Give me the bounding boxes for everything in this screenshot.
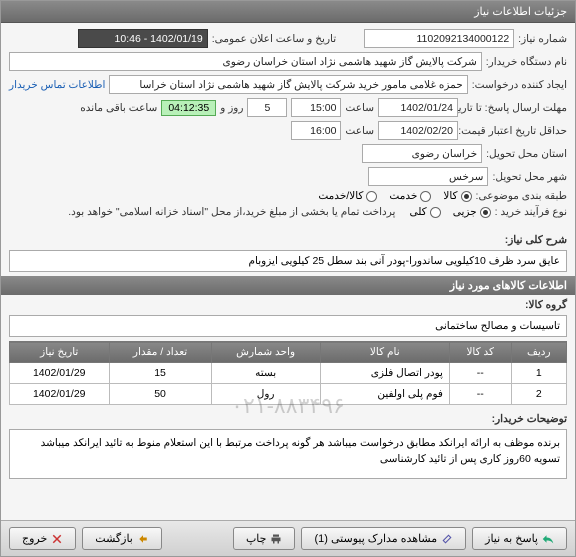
table-row[interactable]: 2 -- فوم پلی اولفین رول 50 1402/01/29 — [10, 384, 567, 405]
back-button[interactable]: بازگشت — [82, 527, 162, 550]
radio-full-label: کلی — [409, 206, 426, 218]
deadline-time-field: 15:00 — [291, 98, 341, 117]
cell: 1402/01/29 — [10, 363, 110, 384]
radio-goods-label: کالا — [443, 190, 457, 202]
cell: فوم پلی اولفین — [320, 384, 449, 405]
col-row-no: ردیف — [511, 342, 566, 363]
col-unit: واحد شمارش — [211, 342, 320, 363]
cell: 1402/01/29 — [10, 384, 110, 405]
remaining-label: ساعت باقی مانده — [80, 102, 157, 114]
radio-service[interactable]: خدمت — [389, 190, 431, 202]
radio-goods-service-label: کالا/خدمت — [318, 190, 363, 202]
process-label: نوع فرآیند خرید : — [495, 206, 567, 218]
cell: رول — [211, 384, 320, 405]
cell: 2 — [511, 384, 566, 405]
validity-label: حداقل تاریخ اعتبار قیمت: تا تاریخ: — [462, 125, 567, 137]
category-radio-group: کالا خدمت کالا/خدمت — [318, 190, 471, 202]
validity-time-field: 16:00 — [291, 121, 341, 140]
back-label: بازگشت — [95, 532, 133, 545]
main-window: جزئیات اطلاعات نیاز شماره نیاز: 11020921… — [0, 0, 576, 557]
process-radio-group: جزیی کلی — [409, 206, 490, 218]
exit-icon — [51, 533, 63, 545]
summary-box: عایق سرد ظرف 10کیلویی ساندورا-پودر آنی ب… — [9, 250, 567, 272]
radio-dot-icon — [366, 191, 377, 202]
time-label-2: ساعت — [345, 125, 374, 137]
col-item-code: کد کالا — [449, 342, 511, 363]
print-button[interactable]: چاپ — [233, 527, 296, 550]
goods-group-label: گروه کالا: — [525, 299, 567, 311]
buyer-label: نام دستگاه خریدار: — [486, 56, 567, 68]
radio-full[interactable]: کلی — [409, 206, 440, 218]
goods-section-title: اطلاعات کالاهای مورد نیاز — [1, 276, 575, 295]
cell: 50 — [109, 384, 211, 405]
col-need-date: تاریخ نیاز — [10, 342, 110, 363]
time-label-1: ساعت — [345, 102, 374, 114]
summary-label: شرح کلی نیاز: — [505, 234, 567, 246]
validity-date-field: 1402/02/20 — [378, 121, 458, 140]
deadline-label: مهلت ارسال پاسخ: تا تاریخ: — [462, 102, 567, 114]
col-item-name: نام کالا — [320, 342, 449, 363]
radio-goods[interactable]: کالا — [443, 190, 471, 202]
table-row[interactable]: 1 -- پودر اتصال فلزی بسته 15 1402/01/29 — [10, 363, 567, 384]
province-label: استان محل تحویل: — [486, 148, 567, 160]
cell: بسته — [211, 363, 320, 384]
radio-partial[interactable]: جزیی — [453, 206, 491, 218]
requester-label: ایجاد کننده درخواست: — [472, 79, 567, 91]
window-title: جزئیات اطلاعات نیاز — [474, 6, 567, 18]
radio-dot-icon — [430, 207, 441, 218]
notes-label: توضیحات خریدار: — [492, 413, 567, 425]
announce-label: تاریخ و ساعت اعلان عمومی: — [212, 33, 336, 45]
respond-button[interactable]: پاسخ به نیاز — [472, 527, 567, 550]
back-icon — [137, 533, 149, 545]
attachment-icon — [441, 533, 453, 545]
deadline-date-field: 1402/01/24 — [378, 98, 458, 117]
attachments-button[interactable]: مشاهده مدارک پیوستی (1) — [301, 527, 466, 550]
contact-link[interactable]: اطلاعات تماس خریدار — [9, 79, 105, 91]
radio-service-label: خدمت — [389, 190, 417, 202]
radio-dot-icon — [480, 207, 491, 218]
notes-box: برنده موظف به ارائه ایرانکد مطابق درخواس… — [9, 429, 567, 479]
announce-field: 1402/01/19 - 10:46 — [78, 29, 208, 48]
col-qty: تعداد / مقدار — [109, 342, 211, 363]
window-title-bar: جزئیات اطلاعات نیاز — [1, 1, 575, 23]
radio-goods-service[interactable]: کالا/خدمت — [318, 190, 377, 202]
days-remaining-field: 5 — [247, 98, 287, 117]
cell: پودر اتصال فلزی — [320, 363, 449, 384]
day-and-label: روز و — [220, 102, 243, 114]
content-area: شماره نیاز: 1102092134000122 تاریخ و ساع… — [1, 23, 575, 520]
remaining-time-field: 04:12:35 — [161, 100, 216, 116]
cell: 1 — [511, 363, 566, 384]
exit-button[interactable]: خروج — [9, 527, 76, 550]
requester-field: حمزه غلامی مامور خرید شرکت پالایش گاز شه… — [109, 75, 467, 94]
process-note: پرداخت تمام یا بخشی از مبلغ خرید،از محل … — [68, 206, 395, 218]
footer-toolbar: پاسخ به نیاز مشاهده مدارک پیوستی (1) چاپ… — [1, 520, 575, 556]
goods-group-box: تاسیسات و مصالح ساختمانی — [9, 315, 567, 337]
radio-partial-label: جزیی — [453, 206, 477, 218]
category-label: طبقه بندی موضوعی: — [476, 190, 567, 202]
need-no-label: شماره نیاز: — [518, 33, 567, 45]
exit-label: خروج — [22, 532, 47, 545]
buyer-field: شرکت پالایش گاز شهید هاشمی نژاد استان خر… — [9, 52, 482, 71]
radio-dot-icon — [461, 191, 472, 202]
attachments-label: مشاهده مدارک پیوستی (1) — [314, 532, 437, 545]
form-area: شماره نیاز: 1102092134000122 تاریخ و ساع… — [1, 23, 575, 228]
cell: -- — [449, 384, 511, 405]
need-no-field: 1102092134000122 — [364, 29, 514, 48]
table-header-row: ردیف کد کالا نام کالا واحد شمارش تعداد /… — [10, 342, 567, 363]
cell: 15 — [109, 363, 211, 384]
print-label: چاپ — [246, 532, 267, 545]
items-table: ردیف کد کالا نام کالا واحد شمارش تعداد /… — [9, 341, 567, 405]
reply-icon — [542, 533, 554, 545]
province-field: خراسان رضوی — [362, 144, 482, 163]
print-icon — [270, 533, 282, 545]
city-label: شهر محل تحویل: — [492, 171, 567, 183]
radio-dot-icon — [420, 191, 431, 202]
respond-label: پاسخ به نیاز — [485, 532, 538, 545]
cell: -- — [449, 363, 511, 384]
city-field: سرخس — [368, 167, 488, 186]
